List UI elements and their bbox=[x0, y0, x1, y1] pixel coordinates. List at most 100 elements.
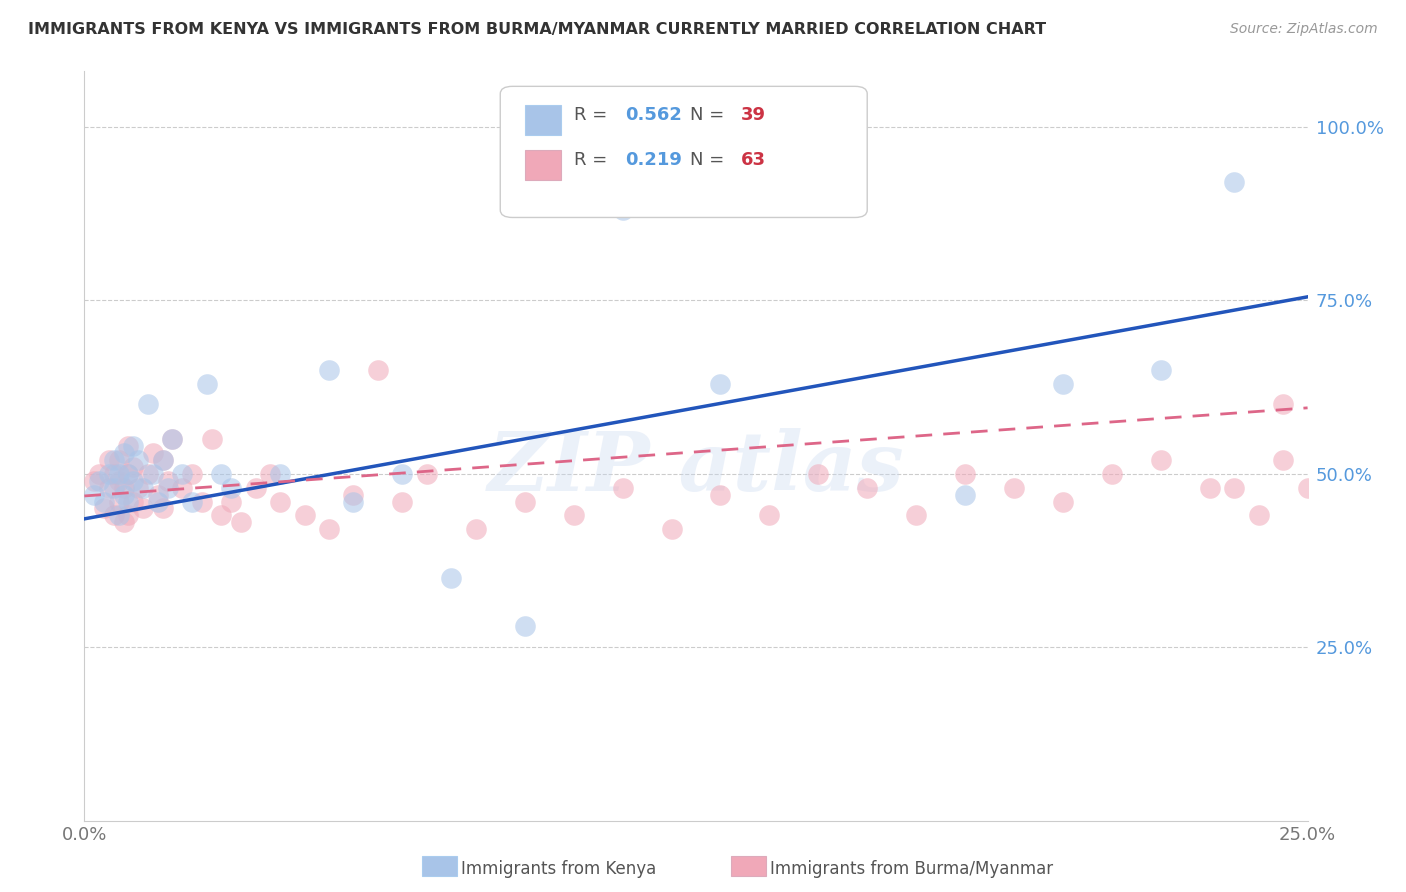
Point bbox=[562, 508, 585, 523]
Text: Immigrants from Burma/Myanmar: Immigrants from Burma/Myanmar bbox=[770, 860, 1053, 878]
Point bbox=[156, 481, 179, 495]
Point bbox=[112, 481, 135, 495]
Point bbox=[1247, 508, 1270, 523]
Point bbox=[391, 467, 413, 481]
Point bbox=[1150, 362, 1173, 376]
Point bbox=[464, 522, 486, 536]
Bar bbox=[524, 105, 561, 135]
Point bbox=[93, 501, 115, 516]
Text: N =: N = bbox=[690, 106, 730, 124]
Point bbox=[117, 508, 139, 523]
Point bbox=[107, 467, 129, 481]
Text: 0.562: 0.562 bbox=[626, 106, 682, 124]
Point bbox=[1198, 481, 1220, 495]
Point bbox=[181, 494, 204, 508]
Point bbox=[612, 203, 634, 218]
Point bbox=[367, 362, 389, 376]
Point bbox=[191, 494, 214, 508]
Point bbox=[269, 467, 291, 481]
Point bbox=[1223, 175, 1246, 189]
Point bbox=[152, 453, 174, 467]
Point bbox=[342, 487, 364, 501]
Point bbox=[97, 467, 120, 481]
Point bbox=[807, 467, 830, 481]
Point bbox=[103, 467, 125, 481]
Point bbox=[117, 467, 139, 481]
Point bbox=[513, 619, 536, 633]
Point bbox=[612, 481, 634, 495]
Point bbox=[953, 467, 976, 481]
Point bbox=[318, 362, 340, 376]
Text: 63: 63 bbox=[741, 151, 766, 169]
Point bbox=[103, 481, 125, 495]
Text: R =: R = bbox=[574, 106, 613, 124]
Text: ZIP atlas: ZIP atlas bbox=[488, 428, 904, 508]
Point bbox=[93, 494, 115, 508]
Point bbox=[136, 397, 159, 411]
Point bbox=[181, 467, 204, 481]
Point bbox=[117, 439, 139, 453]
Point bbox=[172, 467, 194, 481]
Point bbox=[1052, 494, 1074, 508]
Point bbox=[1150, 453, 1173, 467]
Point bbox=[856, 481, 879, 495]
Point bbox=[318, 522, 340, 536]
Bar bbox=[524, 150, 561, 180]
Point bbox=[391, 494, 413, 508]
Point bbox=[146, 487, 169, 501]
Point bbox=[1002, 481, 1025, 495]
Text: Source: ZipAtlas.com: Source: ZipAtlas.com bbox=[1230, 22, 1378, 37]
Point bbox=[1101, 467, 1123, 481]
Point bbox=[122, 459, 145, 474]
Point bbox=[132, 501, 155, 516]
Point bbox=[112, 516, 135, 530]
Text: Immigrants from Kenya: Immigrants from Kenya bbox=[461, 860, 657, 878]
Point bbox=[416, 467, 439, 481]
Point bbox=[709, 487, 731, 501]
Point bbox=[142, 446, 165, 460]
Point bbox=[107, 494, 129, 508]
Point bbox=[905, 508, 928, 523]
Point bbox=[136, 467, 159, 481]
Point bbox=[245, 481, 267, 495]
Point bbox=[1296, 481, 1319, 495]
Point bbox=[83, 487, 105, 501]
Text: N =: N = bbox=[690, 151, 730, 169]
Point bbox=[127, 481, 149, 495]
Point bbox=[127, 453, 149, 467]
Point bbox=[103, 453, 125, 467]
Point bbox=[97, 453, 120, 467]
Point bbox=[117, 494, 139, 508]
Point bbox=[152, 453, 174, 467]
Point bbox=[107, 474, 129, 488]
Point bbox=[117, 467, 139, 481]
Point bbox=[112, 446, 135, 460]
Point bbox=[162, 432, 184, 446]
Point bbox=[83, 474, 105, 488]
Point bbox=[172, 481, 194, 495]
Point bbox=[269, 494, 291, 508]
Point bbox=[259, 467, 281, 481]
Point bbox=[440, 571, 463, 585]
Point bbox=[709, 376, 731, 391]
Point bbox=[229, 516, 252, 530]
Text: IMMIGRANTS FROM KENYA VS IMMIGRANTS FROM BURMA/MYANMAR CURRENTLY MARRIED CORRELA: IMMIGRANTS FROM KENYA VS IMMIGRANTS FROM… bbox=[28, 22, 1046, 37]
Point bbox=[953, 487, 976, 501]
Point bbox=[122, 474, 145, 488]
Point bbox=[122, 439, 145, 453]
Point bbox=[209, 508, 232, 523]
Point bbox=[200, 432, 222, 446]
Point bbox=[122, 494, 145, 508]
Point bbox=[87, 474, 110, 488]
Point bbox=[146, 494, 169, 508]
Point bbox=[219, 481, 242, 495]
Text: R =: R = bbox=[574, 151, 613, 169]
Text: 0.219: 0.219 bbox=[626, 151, 682, 169]
Point bbox=[97, 481, 120, 495]
Point bbox=[112, 487, 135, 501]
Point bbox=[219, 494, 242, 508]
Point bbox=[342, 494, 364, 508]
Point bbox=[87, 467, 110, 481]
Point bbox=[132, 481, 155, 495]
Point bbox=[1272, 453, 1295, 467]
